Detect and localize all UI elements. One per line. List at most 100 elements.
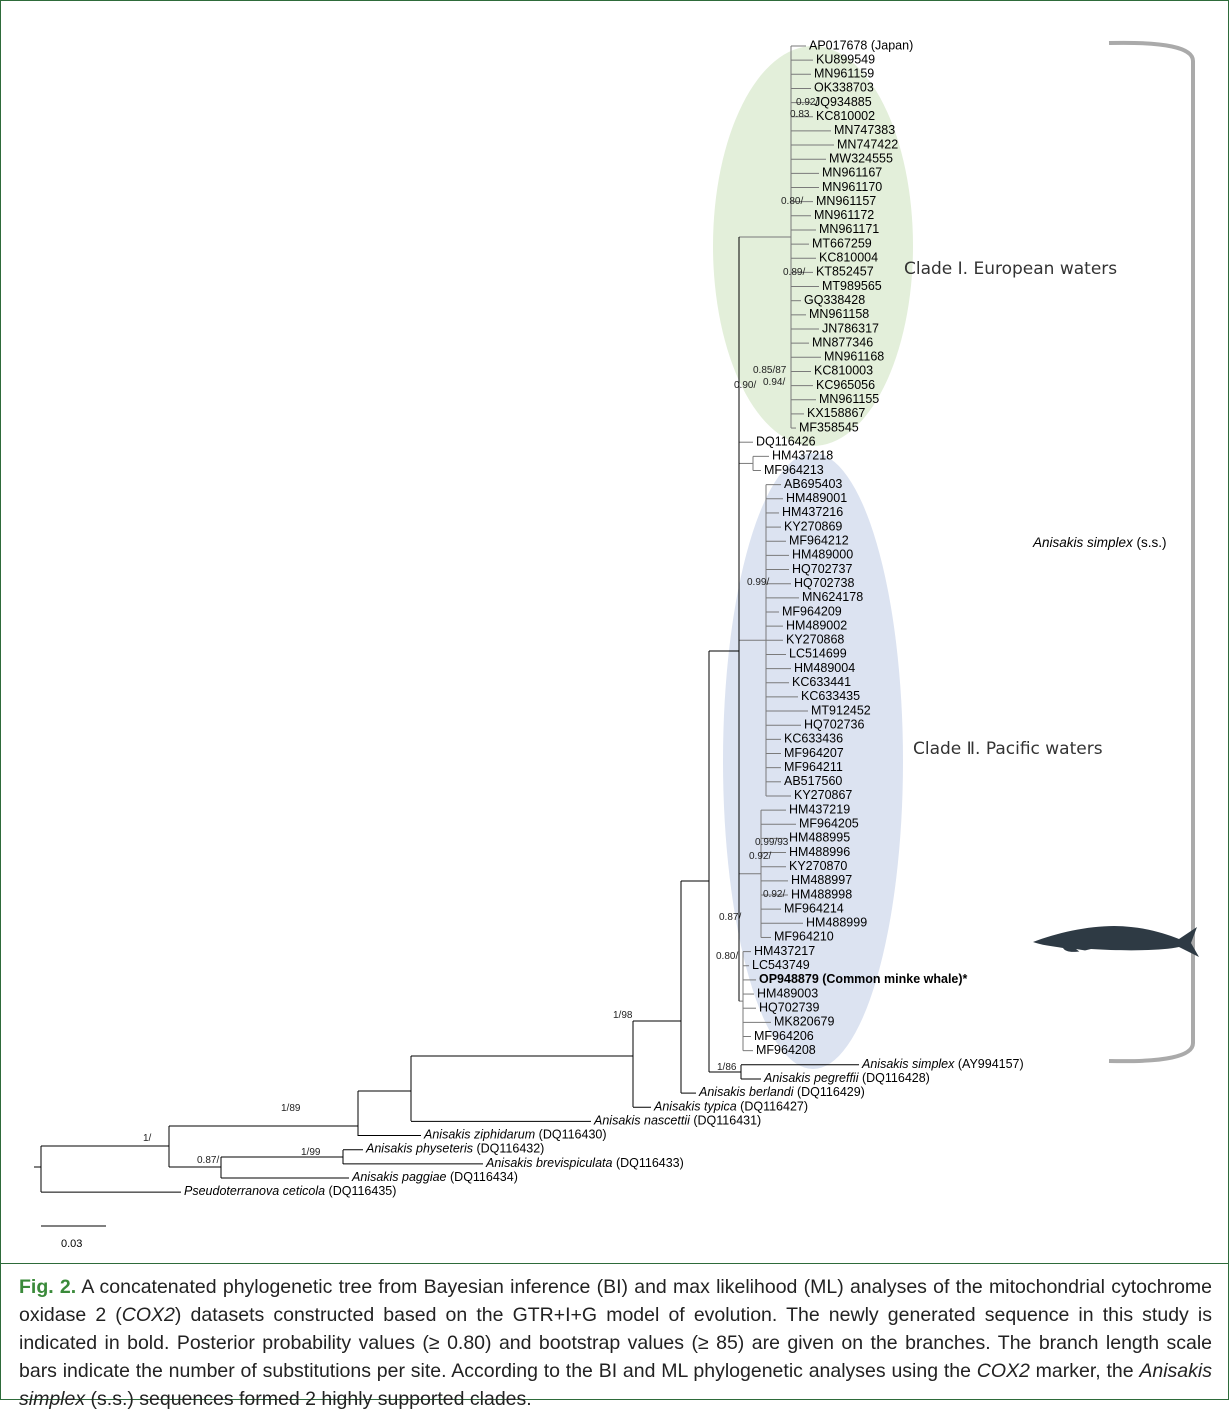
leaf-label: MF358545 xyxy=(799,420,859,434)
species-name: Anisakis typica xyxy=(653,1100,737,1114)
leaf-label: KY270868 xyxy=(786,633,844,647)
outgroup-label: Anisakis simplex (AY994157) xyxy=(861,1057,1024,1071)
clade-label: Clade Ⅱ. Pacific waters xyxy=(913,739,1103,759)
support-value: 0.92/ xyxy=(763,889,785,900)
species-name: Anisakis simplex xyxy=(1032,535,1134,550)
leaf-label: GQ338428 xyxy=(804,293,865,307)
accession: (DQ116428) xyxy=(862,1071,930,1085)
leaf-label: HM488999 xyxy=(806,916,867,930)
support-value: 0.92/ xyxy=(796,97,818,108)
accession: (DQ116435) xyxy=(329,1184,397,1198)
leaf-label: KC810003 xyxy=(814,364,873,378)
species-name: Anisakis simplex xyxy=(861,1057,955,1071)
leaf-label: KC633435 xyxy=(801,689,860,703)
phylogenetic-tree: 0.03 Clade Ⅰ. European waters Clade Ⅱ. P… xyxy=(1,1,1228,1263)
leaf-label: JN786317 xyxy=(822,321,879,335)
leaf-label: HQ702736 xyxy=(804,717,865,731)
outgroup-label: Pseudoterranova ceticola (DQ116435) xyxy=(184,1184,396,1198)
leaf-label: HM489001 xyxy=(786,491,847,505)
leaf-label: MF964212 xyxy=(789,534,849,548)
leaf-label: MF964207 xyxy=(784,746,844,760)
leaf-label: MN961159 xyxy=(814,67,874,81)
species-bracket xyxy=(1109,43,1193,1061)
leaf-label: MW324555 xyxy=(829,151,893,165)
leaf-label: MN961167 xyxy=(822,166,882,180)
leaf-label: MN961171 xyxy=(819,222,879,236)
caption: Fig. 2. A concatenated phylogenetic tree… xyxy=(19,1273,1212,1413)
leaf-label: HM488995 xyxy=(789,831,850,845)
support-value: 1/86 xyxy=(717,1062,737,1073)
leaf-label: HQ702738 xyxy=(794,576,855,590)
outgroup-label: Anisakis paggiae (DQ116434) xyxy=(351,1170,518,1184)
scale-bar-label: 0.03 xyxy=(61,1238,82,1250)
leaf-label: LC543749 xyxy=(752,958,810,972)
caption-text: (s.s.) sequences formed 2 highly support… xyxy=(85,1388,532,1410)
leaf-label: HM489004 xyxy=(794,661,855,675)
accession: (AY994157) xyxy=(958,1057,1024,1071)
caption-text: marker, the xyxy=(1030,1360,1140,1382)
figure: 0.03 Clade Ⅰ. European waters Clade Ⅱ. P… xyxy=(0,0,1229,1400)
outgroup-label: Anisakis pegreffii (DQ116428) xyxy=(763,1071,930,1085)
leaf-label: MF964211 xyxy=(784,760,843,774)
leaf-label: MN961170 xyxy=(822,180,882,194)
accession: (DQ116434) xyxy=(450,1170,518,1184)
separator xyxy=(1,1263,1228,1264)
accession: (DQ116432) xyxy=(476,1142,544,1156)
leaf-label: MT667259 xyxy=(812,236,872,250)
leaf-label: HM437216 xyxy=(782,505,843,519)
leaf-label: MN961172 xyxy=(814,208,874,222)
species-name: Anisakis berlandi xyxy=(698,1085,795,1099)
leaf-label: JQ934885 xyxy=(814,95,872,109)
leaf-label: KY270869 xyxy=(784,519,842,533)
leaf-label: HM437218 xyxy=(772,449,833,463)
leaf-label: MN961157 xyxy=(816,194,876,208)
support-value: 0.94/ xyxy=(763,377,785,388)
species-name: Pseudoterranova ceticola xyxy=(184,1184,325,1198)
species-label: Anisakis simplex (s.s.) xyxy=(1032,535,1167,550)
support-value: 0.85/87 xyxy=(753,365,787,376)
leaf-label: KC810002 xyxy=(816,109,875,123)
leaf-label: KY270870 xyxy=(789,859,847,873)
leaf-label: MN877346 xyxy=(812,335,873,349)
leaf-label: MF964210 xyxy=(774,930,834,944)
outgroup-label: Anisakis berlandi (DQ116429) xyxy=(698,1085,865,1099)
leaf-label: MN747383 xyxy=(834,123,895,137)
leaf-label: KC810004 xyxy=(819,251,878,265)
support-value: 0.89/ xyxy=(783,267,805,278)
leaf-label: OK338703 xyxy=(814,81,874,95)
leaf-label: HQ702739 xyxy=(759,1000,820,1014)
leaf-label: KC965056 xyxy=(816,378,875,392)
backbone-branches xyxy=(34,651,741,1192)
accession: (DQ116427) xyxy=(740,1100,808,1114)
outgroup-label: Anisakis ziphidarum (DQ116430) xyxy=(423,1128,607,1142)
leaf-label: MN624178 xyxy=(802,590,863,604)
caption-text: COX2 xyxy=(122,1304,175,1326)
support-value: 0.83 xyxy=(790,109,810,120)
leaf-label: DQ116426 xyxy=(756,434,816,448)
accession: (DQ116431) xyxy=(693,1114,761,1128)
support-value: 0.80/ xyxy=(716,951,738,962)
leaf-label: MK820679 xyxy=(774,1015,835,1029)
support-value: 0.99/ xyxy=(747,577,769,588)
species-name: Anisakis pegreffii xyxy=(763,1071,860,1085)
leaf-label: KT852457 xyxy=(816,265,874,279)
leaf-label: KC633441 xyxy=(792,675,851,689)
leaf-label: HM489003 xyxy=(757,986,818,1000)
leaf-label: MN961168 xyxy=(824,350,884,364)
species-name: Anisakis physeteris xyxy=(365,1142,473,1156)
support-value: 1/ xyxy=(143,1133,152,1144)
leaf-label: HM437217 xyxy=(754,944,815,958)
species-name: Anisakis nascettii xyxy=(593,1114,691,1128)
accession: (DQ116429) xyxy=(797,1085,865,1099)
caption-label: Fig. 2. xyxy=(19,1276,76,1298)
species-name: Anisakis brevispiculata xyxy=(485,1156,612,1170)
leaf-label: MF964213 xyxy=(764,463,824,477)
support-value: 0.90/ xyxy=(734,380,756,391)
leaf-label: KU899549 xyxy=(816,52,875,66)
leaf-label: HM489000 xyxy=(792,548,853,562)
leaf-label: OP948879 (Common minke whale)* xyxy=(759,972,968,986)
species-name: Anisakis paggiae xyxy=(351,1170,447,1184)
support-value: 0.80/ xyxy=(781,196,803,207)
support-value: 1/99 xyxy=(301,1147,321,1158)
accession: (DQ116433) xyxy=(616,1156,684,1170)
